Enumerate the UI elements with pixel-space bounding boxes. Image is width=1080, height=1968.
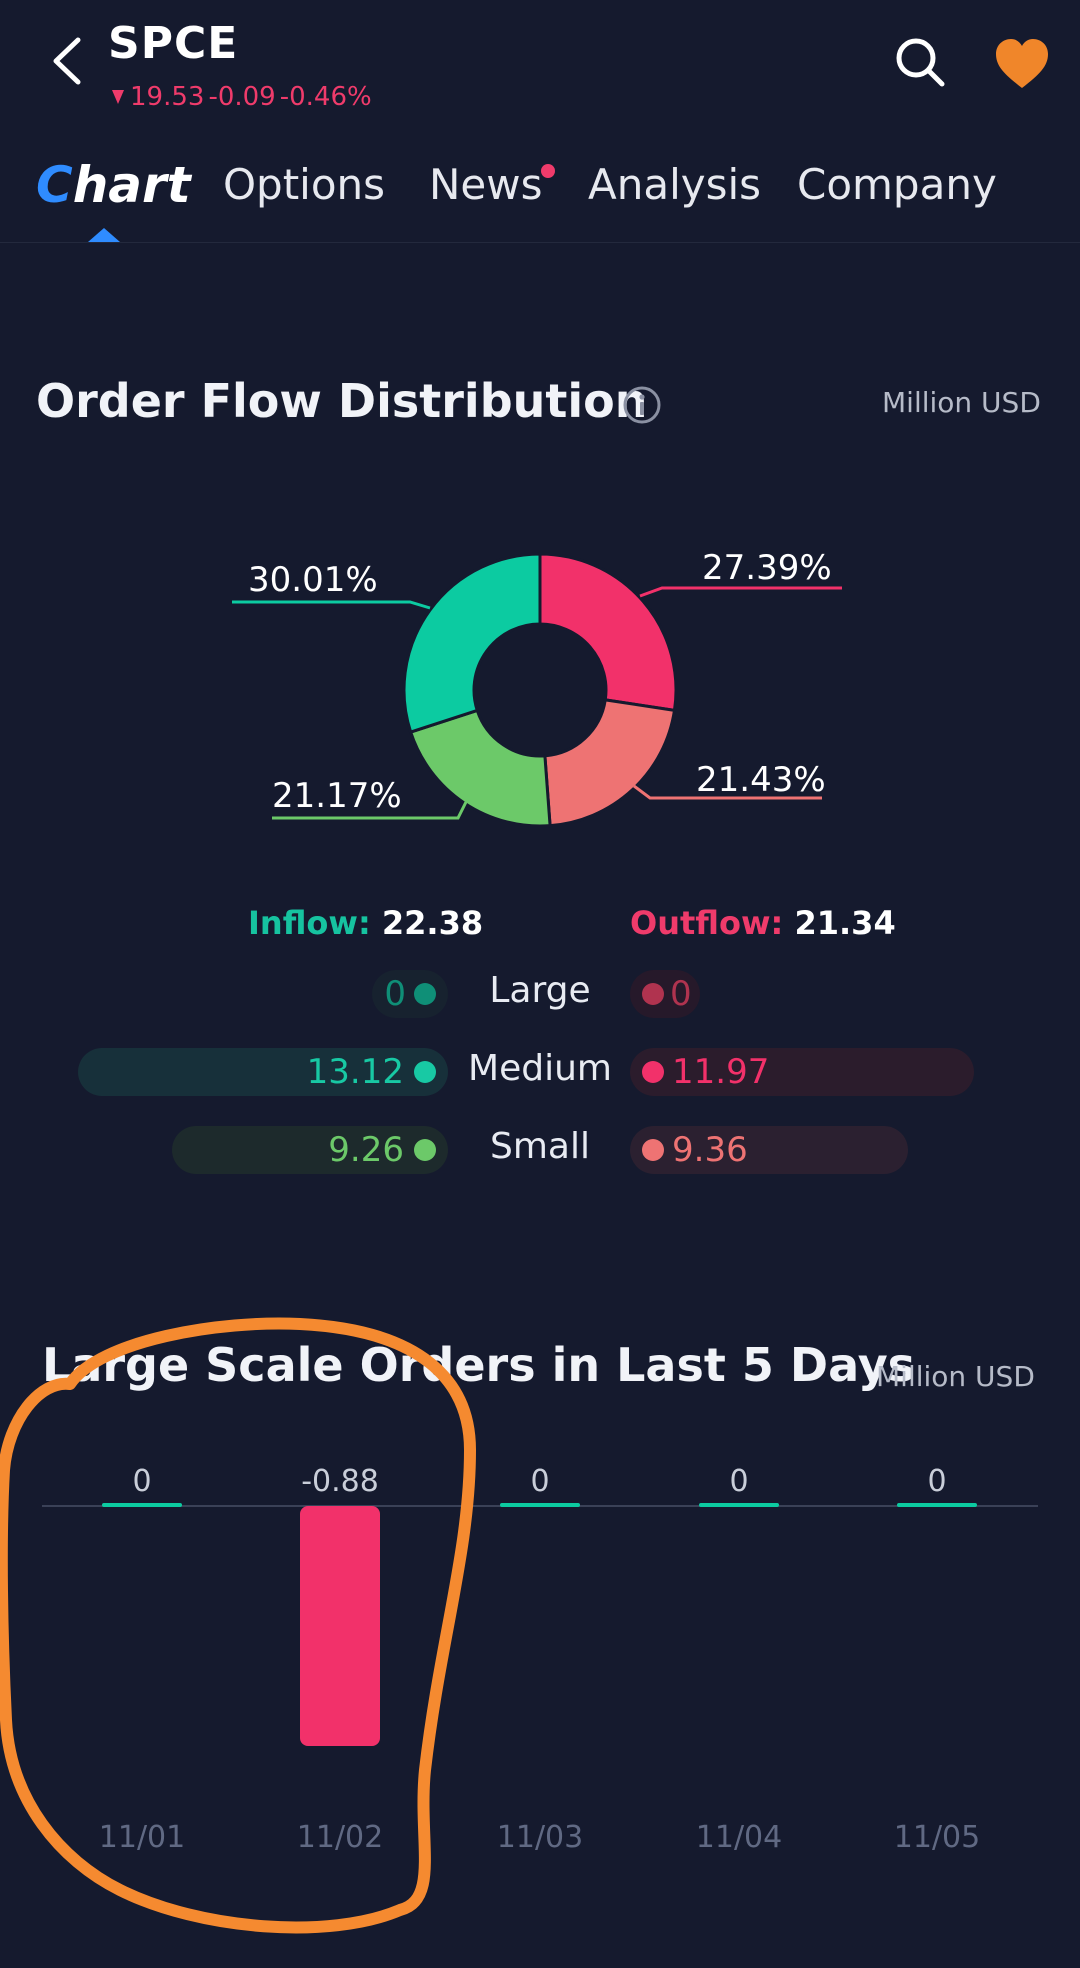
info-icon[interactable] (622, 385, 662, 425)
large-orders-title: Large Scale Orders in Last 5 Days (42, 1338, 916, 1392)
slice-label-2: 21.43% (696, 760, 826, 800)
large-outflow-pill: 0 (630, 970, 700, 1018)
medium-inflow-value: 13.12 (306, 1052, 404, 1092)
tab-company[interactable]: Company (797, 160, 997, 209)
price-change: -0.09 (208, 82, 276, 112)
large-inflow-dot (414, 983, 436, 1005)
small-inflow-dot (414, 1139, 436, 1161)
small-inflow-pill: 9.26 (172, 1126, 448, 1174)
medium-outflow-pill: 11.97 (630, 1048, 974, 1096)
medium-inflow-pill: 13.12 (78, 1048, 448, 1096)
date-label-2: 11/02 (296, 1820, 384, 1855)
bar-value-label-2: -0.88 (301, 1464, 379, 1499)
donut-slice-2 (543, 698, 677, 828)
inflow-label: Inflow: (248, 904, 371, 942)
medium-outflow-dot (642, 1061, 664, 1083)
leader-line-slice-1 (639, 586, 842, 598)
order-flow-donut-chart (232, 552, 842, 828)
bar-value-label-1: 0 (132, 1464, 152, 1499)
inflow-summary: Inflow: 22.38 (248, 904, 483, 942)
order-flow-unit: Million USD (882, 386, 1041, 419)
active-tab-indicator (88, 228, 120, 242)
large-inflow-value: 0 (384, 974, 406, 1014)
medium-outflow-value: 11.97 (672, 1052, 770, 1092)
date-label-1: 11/01 (98, 1820, 186, 1855)
donut-slice-1 (538, 552, 678, 713)
price: 19.53 (130, 82, 205, 112)
small-inflow-value: 9.26 (328, 1130, 404, 1170)
large-outflow-value: 0 (670, 974, 692, 1014)
category-medium: Medium (468, 1048, 612, 1089)
news-badge (541, 164, 555, 178)
inflow-value: 22.38 (381, 904, 484, 942)
slice-label-3: 21.17% (272, 776, 402, 816)
large-orders-bar-chart (42, 1503, 1038, 1746)
ticker-symbol: SPCE (108, 18, 239, 69)
date-label-5: 11/05 (893, 1820, 981, 1855)
down-triangle-icon (112, 90, 124, 104)
bar-11/03 (500, 1503, 580, 1507)
bar-11/01 (102, 1503, 182, 1507)
bar-11/02 (300, 1506, 380, 1746)
category-small: Small (490, 1126, 590, 1167)
leader-line-slice-3 (272, 801, 468, 820)
search-icon[interactable] (894, 36, 946, 88)
leader-line-slice-4 (232, 600, 431, 610)
outflow-summary: Outflow: 21.34 (630, 904, 896, 942)
tab-chart[interactable]: Chart (36, 156, 191, 214)
tab-news[interactable]: News (429, 160, 543, 209)
donut-slice-3 (408, 708, 552, 828)
large-outflow-dot (642, 983, 664, 1005)
bar-11/05 (897, 1503, 977, 1507)
outflow-label: Outflow: (630, 904, 784, 942)
large-inflow-pill: 0 (372, 970, 448, 1018)
price-quote: 19.53 -0.09 -0.46% (112, 82, 372, 112)
small-outflow-dot (642, 1139, 664, 1161)
donut-slice-4 (402, 552, 542, 734)
category-large: Large (489, 970, 591, 1011)
tab-bar: Chart Options News Analysis Company (0, 156, 1080, 243)
order-flow-title: Order Flow Distribution (36, 374, 648, 428)
bar-value-label-4: 0 (729, 1464, 749, 1499)
price-change-pct: -0.46% (279, 82, 372, 112)
slice-label-1: 27.39% (702, 548, 832, 588)
leader-line-slice-2 (633, 784, 822, 800)
small-outflow-value: 9.36 (672, 1130, 748, 1170)
bar-11/04 (699, 1503, 779, 1507)
annotation-scribble (0, 1317, 476, 1934)
bar-value-label-3: 0 (530, 1464, 550, 1499)
date-label-3: 11/03 (496, 1820, 584, 1855)
date-label-4: 11/04 (695, 1820, 783, 1855)
tab-options[interactable]: Options (223, 160, 386, 209)
bar-value-label-5: 0 (927, 1464, 947, 1499)
heart-icon[interactable] (994, 38, 1050, 90)
slice-label-4: 30.01% (248, 560, 378, 600)
outflow-value: 21.34 (794, 904, 896, 942)
medium-inflow-dot (414, 1061, 436, 1083)
back-chevron-left-icon[interactable] (48, 36, 88, 86)
small-outflow-pill: 9.36 (630, 1126, 908, 1174)
tab-analysis[interactable]: Analysis (588, 160, 762, 209)
large-orders-unit: Million USD (876, 1360, 1035, 1393)
